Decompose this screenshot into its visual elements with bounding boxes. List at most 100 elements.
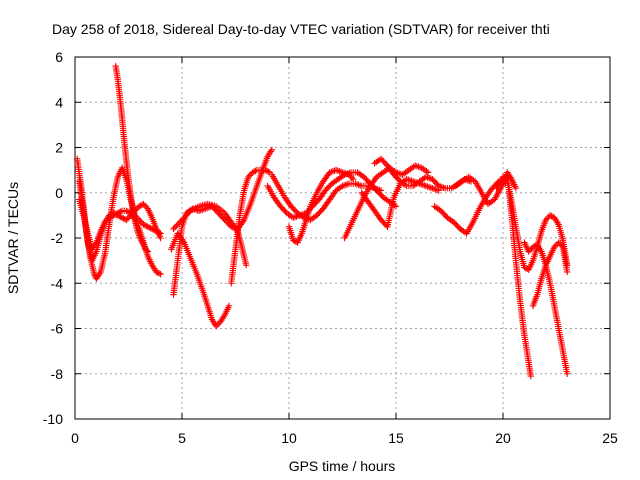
data-point xyxy=(110,212,117,219)
data-point xyxy=(215,320,223,327)
series-arc-b4 xyxy=(228,166,273,287)
x-tick-label: 25 xyxy=(602,430,618,446)
data-point xyxy=(138,237,145,244)
data-point xyxy=(144,223,151,230)
data-point xyxy=(136,203,143,210)
chart-title: Day 258 of 2018, Sidereal Day-to-day VTE… xyxy=(52,21,550,37)
data-point xyxy=(143,247,150,254)
data-point xyxy=(174,221,181,228)
data-point xyxy=(555,239,562,246)
data-point xyxy=(124,208,131,215)
data-point xyxy=(140,221,147,228)
series-arc-c1 xyxy=(268,171,385,224)
data-point xyxy=(153,268,160,276)
data-point xyxy=(138,238,146,245)
data-point xyxy=(529,243,537,251)
data-point xyxy=(140,241,147,248)
series-arc-c4 xyxy=(341,162,432,242)
data-point xyxy=(243,261,250,269)
data-point xyxy=(139,240,146,247)
data-point xyxy=(140,243,148,250)
x-tick-label: 15 xyxy=(388,430,404,446)
data-point xyxy=(542,216,549,224)
data-point xyxy=(262,166,269,174)
data-point xyxy=(214,321,221,328)
data-point xyxy=(118,214,126,221)
data-point xyxy=(263,167,271,175)
data-point xyxy=(143,203,150,211)
data-layer xyxy=(73,62,571,380)
data-point xyxy=(147,224,154,232)
data-point xyxy=(123,207,130,215)
data-point xyxy=(171,224,179,231)
data-point xyxy=(173,222,180,230)
y-tick-label: -10 xyxy=(43,411,63,427)
data-point xyxy=(121,215,129,223)
series-arc-e2 xyxy=(504,171,535,380)
data-point xyxy=(551,243,558,251)
series-arc-c3 xyxy=(264,169,400,221)
data-point xyxy=(546,212,554,219)
data-point xyxy=(136,232,143,239)
data-point xyxy=(123,216,130,224)
x-tick-label: 20 xyxy=(495,430,511,446)
data-point xyxy=(175,219,183,227)
data-point xyxy=(133,206,140,213)
data-point xyxy=(124,215,131,222)
data-point xyxy=(138,201,146,209)
data-point xyxy=(141,221,149,229)
data-point xyxy=(564,370,571,377)
x-tick-labels: 0 5 10 15 20 25 xyxy=(71,430,618,446)
data-point xyxy=(157,234,164,242)
data-point xyxy=(113,210,120,218)
data-point xyxy=(170,225,177,233)
data-point xyxy=(107,213,114,221)
data-point xyxy=(117,208,124,215)
y-tick-label: 0 xyxy=(55,185,63,201)
y-tick-label: 4 xyxy=(55,94,63,110)
data-point xyxy=(101,218,109,226)
y-tick-label: 6 xyxy=(55,49,63,65)
x-axis-label: GPS time / hours xyxy=(289,458,396,474)
data-point xyxy=(527,372,535,380)
data-point xyxy=(245,173,252,181)
data-point xyxy=(268,146,276,153)
data-point xyxy=(137,235,144,242)
x-tick-label: 5 xyxy=(178,430,186,446)
y-tick-label: -2 xyxy=(51,230,64,246)
data-point xyxy=(392,203,400,210)
data-point xyxy=(116,209,123,216)
data-point xyxy=(140,200,147,208)
data-point xyxy=(525,248,532,255)
data-point xyxy=(250,168,258,175)
data-point xyxy=(558,242,565,249)
y-tick-label: -8 xyxy=(51,366,64,382)
data-point xyxy=(145,224,153,231)
data-point xyxy=(178,216,186,224)
data-point xyxy=(350,175,357,183)
data-point xyxy=(348,174,355,181)
data-point xyxy=(181,213,189,221)
data-point xyxy=(512,185,520,192)
data-point xyxy=(103,217,110,224)
x-tick-label: 0 xyxy=(71,430,79,446)
y-tick-label: -4 xyxy=(51,275,64,291)
data-point xyxy=(564,268,571,276)
series-arc-a4 xyxy=(112,62,151,255)
data-point xyxy=(249,169,256,176)
data-point xyxy=(180,215,187,222)
data-point xyxy=(157,271,164,278)
data-point xyxy=(111,211,119,218)
data-point xyxy=(225,302,233,310)
series-arc-e4 xyxy=(529,239,571,310)
data-point xyxy=(91,271,98,278)
series-arc-c2 xyxy=(285,166,357,246)
series-arc-b2 xyxy=(168,230,233,330)
data-point xyxy=(355,181,362,189)
series-arc-e1 xyxy=(493,173,571,273)
data-point xyxy=(265,168,272,175)
data-point xyxy=(108,212,116,220)
data-point xyxy=(106,214,113,221)
y-tick-labels: -10 -8 -6 -4 -2 0 2 4 6 xyxy=(43,49,63,427)
